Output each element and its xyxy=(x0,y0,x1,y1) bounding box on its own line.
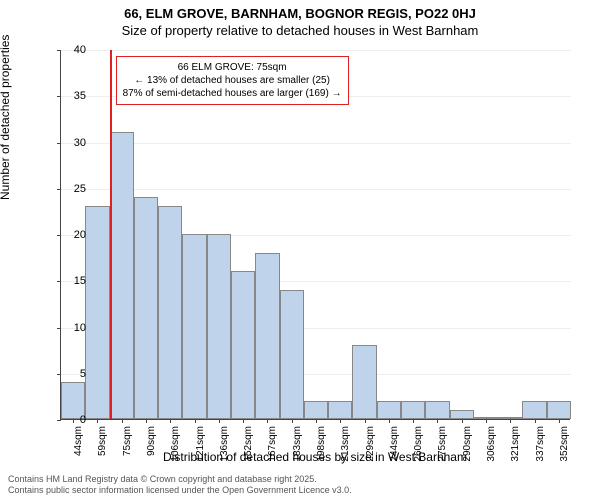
xtick-mark xyxy=(340,419,341,423)
xtick-mark xyxy=(365,419,366,423)
gridline xyxy=(61,189,571,190)
chart-plot: 44sqm59sqm75sqm90sqm106sqm121sqm136sqm15… xyxy=(60,50,570,420)
xtick-mark xyxy=(559,419,560,423)
footer-line1: Contains HM Land Registry data © Crown c… xyxy=(8,474,352,485)
histogram-bar xyxy=(328,401,352,420)
histogram-bar xyxy=(522,401,546,420)
gridline xyxy=(61,143,571,144)
xtick-mark xyxy=(389,419,390,423)
annotation-line2: 87% of semi-detached houses are larger (… xyxy=(123,87,342,100)
histogram-bar xyxy=(304,401,328,420)
xtick-mark xyxy=(510,419,511,423)
histogram-bar xyxy=(547,401,571,420)
xtick-mark xyxy=(195,419,196,423)
histogram-bar xyxy=(450,410,474,419)
xtick-mark xyxy=(219,419,220,423)
x-axis-label: Distribution of detached houses by size … xyxy=(60,450,570,464)
xtick-mark xyxy=(122,419,123,423)
ytick-label: 0 xyxy=(56,414,86,426)
ytick-label: 15 xyxy=(56,275,86,287)
histogram-bar xyxy=(352,345,376,419)
ytick-label: 35 xyxy=(56,90,86,102)
histogram-bar xyxy=(85,206,109,419)
histogram-bar xyxy=(134,197,158,419)
gridline xyxy=(61,50,571,51)
xtick-mark xyxy=(170,419,171,423)
chart-footer: Contains HM Land Registry data © Crown c… xyxy=(8,474,352,496)
histogram-bar xyxy=(401,401,425,420)
chart-container: 66, ELM GROVE, BARNHAM, BOGNOR REGIS, PO… xyxy=(0,0,600,500)
chart-area: 44sqm59sqm75sqm90sqm106sqm121sqm136sqm15… xyxy=(60,50,570,420)
xtick-mark xyxy=(486,419,487,423)
histogram-bar xyxy=(158,206,182,419)
xtick-mark xyxy=(437,419,438,423)
ytick-label: 5 xyxy=(56,368,86,380)
ytick-label: 25 xyxy=(56,183,86,195)
xtick-mark xyxy=(292,419,293,423)
annotation-title: 66 ELM GROVE: 75sqm xyxy=(123,61,342,74)
ytick-label: 20 xyxy=(56,229,86,241)
ytick-label: 30 xyxy=(56,137,86,149)
xtick-mark xyxy=(462,419,463,423)
xtick-mark xyxy=(146,419,147,423)
xtick-mark xyxy=(316,419,317,423)
xtick-mark xyxy=(413,419,414,423)
y-axis-label: Number of detached properties xyxy=(0,35,12,200)
marker-line xyxy=(110,50,112,419)
histogram-bar xyxy=(110,132,134,419)
ytick-label: 40 xyxy=(56,44,86,56)
xtick-mark xyxy=(267,419,268,423)
xtick-mark xyxy=(535,419,536,423)
histogram-bar xyxy=(182,234,206,419)
histogram-bar xyxy=(231,271,255,419)
xtick-mark xyxy=(243,419,244,423)
histogram-bar xyxy=(255,253,279,420)
histogram-bar xyxy=(280,290,304,420)
histogram-bar xyxy=(207,234,231,419)
annotation-line1: ← 13% of detached houses are smaller (25… xyxy=(123,74,342,87)
chart-title-line2: Size of property relative to detached ho… xyxy=(0,21,600,38)
histogram-bar xyxy=(425,401,449,420)
annotation-box: 66 ELM GROVE: 75sqm← 13% of detached hou… xyxy=(116,56,349,105)
footer-line2: Contains public sector information licen… xyxy=(8,485,352,496)
histogram-bar xyxy=(377,401,401,420)
chart-title-line1: 66, ELM GROVE, BARNHAM, BOGNOR REGIS, PO… xyxy=(0,0,600,21)
xtick-mark xyxy=(97,419,98,423)
ytick-label: 10 xyxy=(56,322,86,334)
